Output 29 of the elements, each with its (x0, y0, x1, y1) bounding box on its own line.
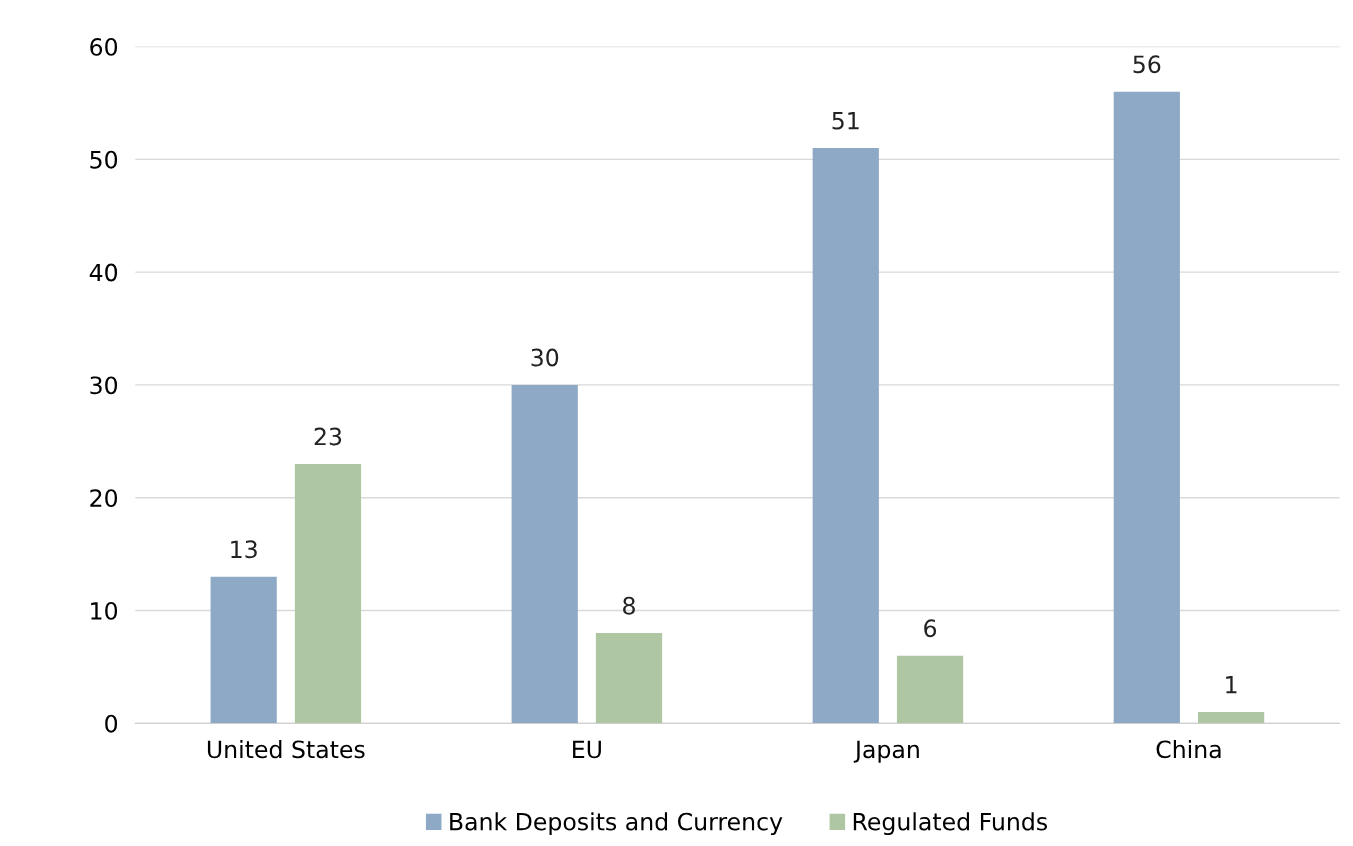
bar (812, 148, 879, 724)
data-label: 8 (623, 596, 635, 615)
data-label: 1 (1226, 676, 1237, 694)
legend-label: Regulated Funds (853, 812, 1047, 836)
y-tick-label: 60 (90, 37, 118, 56)
x-tick-label: China (1156, 740, 1221, 759)
bar (294, 463, 362, 724)
y-tick-label: 20 (90, 489, 118, 508)
data-label: 13 (231, 540, 257, 559)
bar (1197, 712, 1265, 724)
bar (1113, 91, 1180, 724)
bar (595, 633, 663, 724)
data-label: 6 (924, 619, 937, 638)
data-label: 51 (832, 112, 859, 130)
bar (896, 655, 964, 724)
data-label: 23 (314, 427, 342, 446)
bar (511, 384, 578, 724)
y-tick-label: 10 (91, 601, 118, 620)
y-tick-label: 50 (90, 150, 118, 169)
x-tick-label: United States (207, 740, 365, 759)
x-tick-label: Japan (853, 740, 919, 763)
data-label: 30 (531, 348, 559, 367)
y-tick-label: 40 (89, 263, 118, 282)
x-tick-label: EU (573, 740, 601, 759)
y-tick-label: 30 (90, 376, 118, 395)
bar (210, 576, 277, 724)
data-label: 56 (1133, 55, 1161, 74)
y-tick-label: 0 (105, 714, 118, 733)
legend-label: Bank Deposits and Currency (450, 812, 783, 836)
